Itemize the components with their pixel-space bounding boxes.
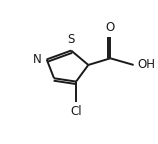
Text: OH: OH xyxy=(137,58,155,71)
Text: O: O xyxy=(106,21,115,34)
Text: N: N xyxy=(33,53,42,66)
Text: S: S xyxy=(67,33,75,46)
Text: Cl: Cl xyxy=(70,105,82,118)
